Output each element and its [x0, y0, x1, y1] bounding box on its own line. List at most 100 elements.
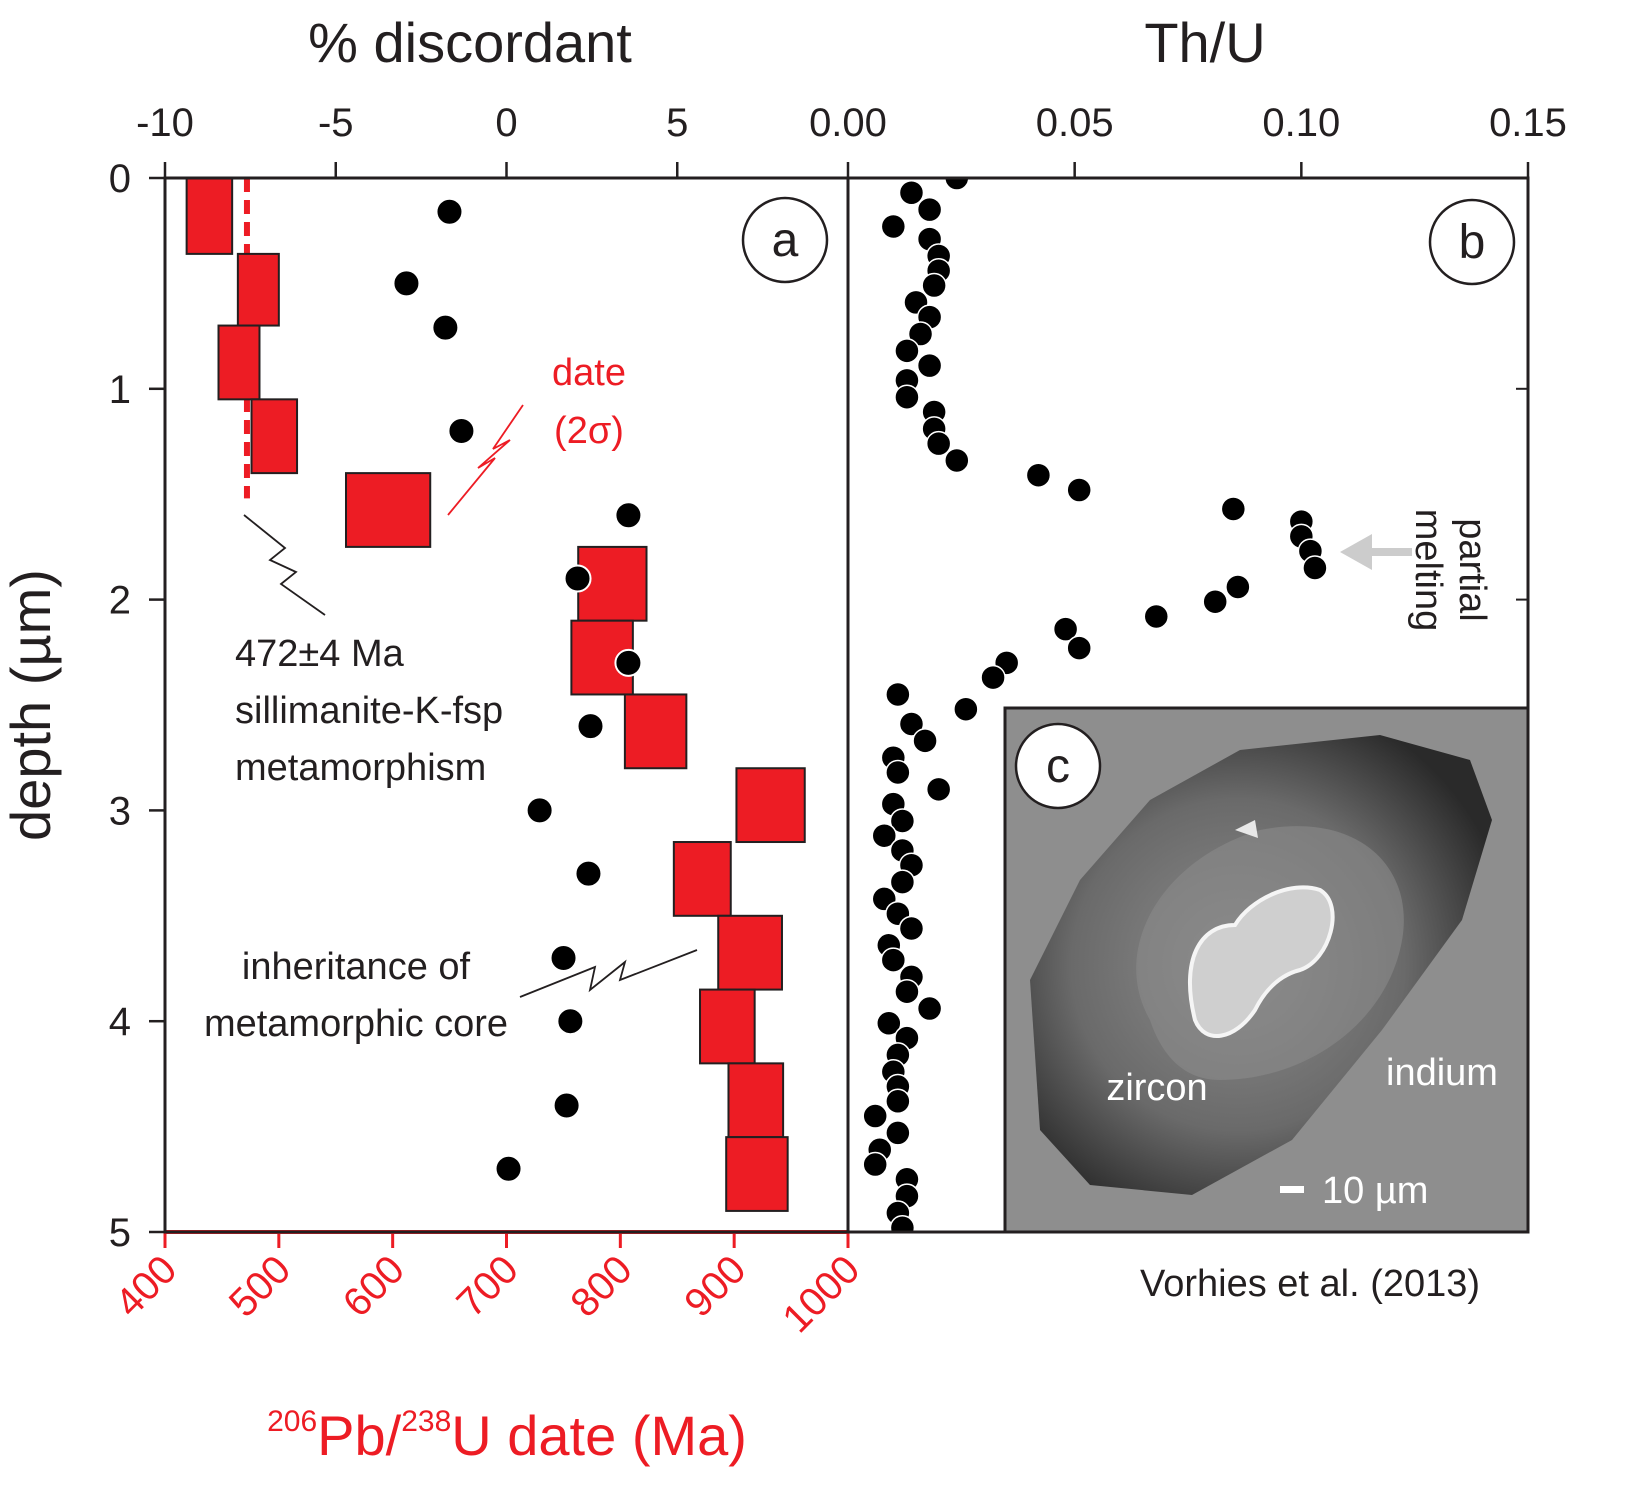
thu-point — [894, 338, 920, 364]
date-box — [623, 693, 688, 770]
y-axis-title: depth (µm) — [0, 569, 62, 841]
thu-point — [889, 808, 916, 834]
x-tick-label: 0.10 — [1262, 101, 1340, 145]
discordance-point — [549, 943, 578, 972]
thu-point — [880, 947, 907, 973]
x-tick-label: -10 — [136, 101, 194, 145]
panel-frame — [846, 176, 1530, 1234]
panel-label-circle — [1014, 722, 1102, 810]
discordance-point — [435, 197, 464, 226]
thu-point — [889, 1215, 916, 1232]
panel-label-circle — [1428, 198, 1516, 286]
date-box — [735, 767, 806, 844]
leader-line — [519, 949, 698, 998]
x2-tick-label: 600 — [335, 1247, 413, 1325]
y-tick-label: 2 — [109, 579, 131, 623]
thu-point — [907, 321, 934, 347]
thu-point — [871, 822, 898, 849]
thu-point — [953, 696, 979, 722]
thu-point — [894, 384, 920, 410]
discordance-point — [552, 1091, 581, 1120]
discordance-point — [563, 564, 592, 593]
panel-label: c — [1046, 740, 1070, 793]
y-tick-label: 5 — [109, 1211, 131, 1255]
discordance-point — [556, 1007, 585, 1036]
x-axis-title: Th/U — [1144, 11, 1265, 74]
inset-image — [1003, 706, 1530, 1234]
y-tick-label: 1 — [109, 368, 131, 412]
x-tick-label: 0.15 — [1489, 101, 1567, 145]
date-box — [236, 252, 280, 327]
thu-point — [1302, 555, 1328, 581]
date-box — [717, 914, 783, 991]
discordance-point — [614, 501, 643, 530]
x-tick-label: 0.00 — [809, 101, 887, 145]
discordance-point — [431, 313, 460, 342]
discordance-point — [447, 416, 476, 445]
x2-tick-label: 700 — [449, 1247, 527, 1325]
x-tick-label: 0 — [495, 101, 517, 145]
x2-tick-label: 800 — [562, 1247, 640, 1325]
panel-label: b — [1459, 216, 1486, 269]
thu-point — [916, 352, 943, 379]
discordance-point — [574, 859, 603, 888]
annotation: partial — [1451, 518, 1493, 622]
thu-point — [862, 1151, 888, 1178]
x-tick-label: 0.05 — [1036, 101, 1114, 145]
panel-label-circle — [741, 196, 829, 284]
x-tick-label: 5 — [666, 101, 688, 145]
annotation: sillimanite-K-fsp — [235, 690, 503, 732]
thu-point — [1225, 574, 1251, 600]
thu-point — [1066, 635, 1092, 661]
thu-point — [889, 869, 916, 895]
leader-line — [447, 404, 524, 516]
thu-point — [876, 1010, 902, 1037]
x2-tick-label: 900 — [676, 1247, 754, 1325]
thu-point — [894, 978, 920, 1005]
thu-point — [944, 447, 970, 474]
panel-label: a — [772, 214, 799, 267]
thu-point — [925, 776, 952, 803]
date-box — [217, 324, 261, 401]
thu-point — [1025, 462, 1052, 488]
inset-text: indium — [1386, 1052, 1498, 1094]
thu-point — [980, 664, 1006, 691]
thu-point — [1052, 616, 1079, 642]
thu-point — [885, 1088, 911, 1115]
thu-point — [1202, 588, 1228, 615]
melting-arrow — [1340, 534, 1412, 570]
annotation: 472±4 Ma — [235, 633, 405, 675]
discordance-point — [614, 648, 643, 677]
x2-axis-title-part: Pb/ — [317, 1404, 401, 1467]
x2-tick-label: 400 — [107, 1247, 185, 1325]
thu-point — [921, 272, 947, 299]
annotation: melting — [1407, 509, 1449, 632]
thu-point — [885, 1120, 911, 1146]
thu-point — [925, 430, 952, 457]
x-tick-label: -5 — [318, 101, 354, 145]
plot-area — [862, 178, 1328, 1232]
y-tick-label: 4 — [109, 1000, 131, 1044]
thu-point — [912, 728, 938, 754]
x2-axis-title-superscript: 206 — [267, 1405, 317, 1438]
source: Vorhies et al. (2013) — [1140, 1263, 1480, 1305]
annotation: date — [552, 352, 626, 394]
thu-point — [862, 1103, 888, 1129]
date-box — [185, 177, 234, 255]
inset-text: zircon — [1106, 1067, 1207, 1109]
thu-point — [1220, 496, 1247, 522]
thu-point — [1143, 603, 1170, 630]
date-box — [672, 841, 732, 917]
x2-axis-title-part: U date (Ma) — [451, 1404, 747, 1467]
thu-point — [885, 759, 911, 786]
thu-point — [880, 213, 907, 240]
date-box — [725, 1136, 789, 1212]
thu-point — [916, 196, 943, 223]
discordance-point — [494, 1154, 523, 1183]
discordance-point — [392, 269, 421, 298]
scale-bar — [1280, 1186, 1304, 1193]
thu-point — [898, 915, 925, 942]
discordance-point — [525, 796, 554, 825]
